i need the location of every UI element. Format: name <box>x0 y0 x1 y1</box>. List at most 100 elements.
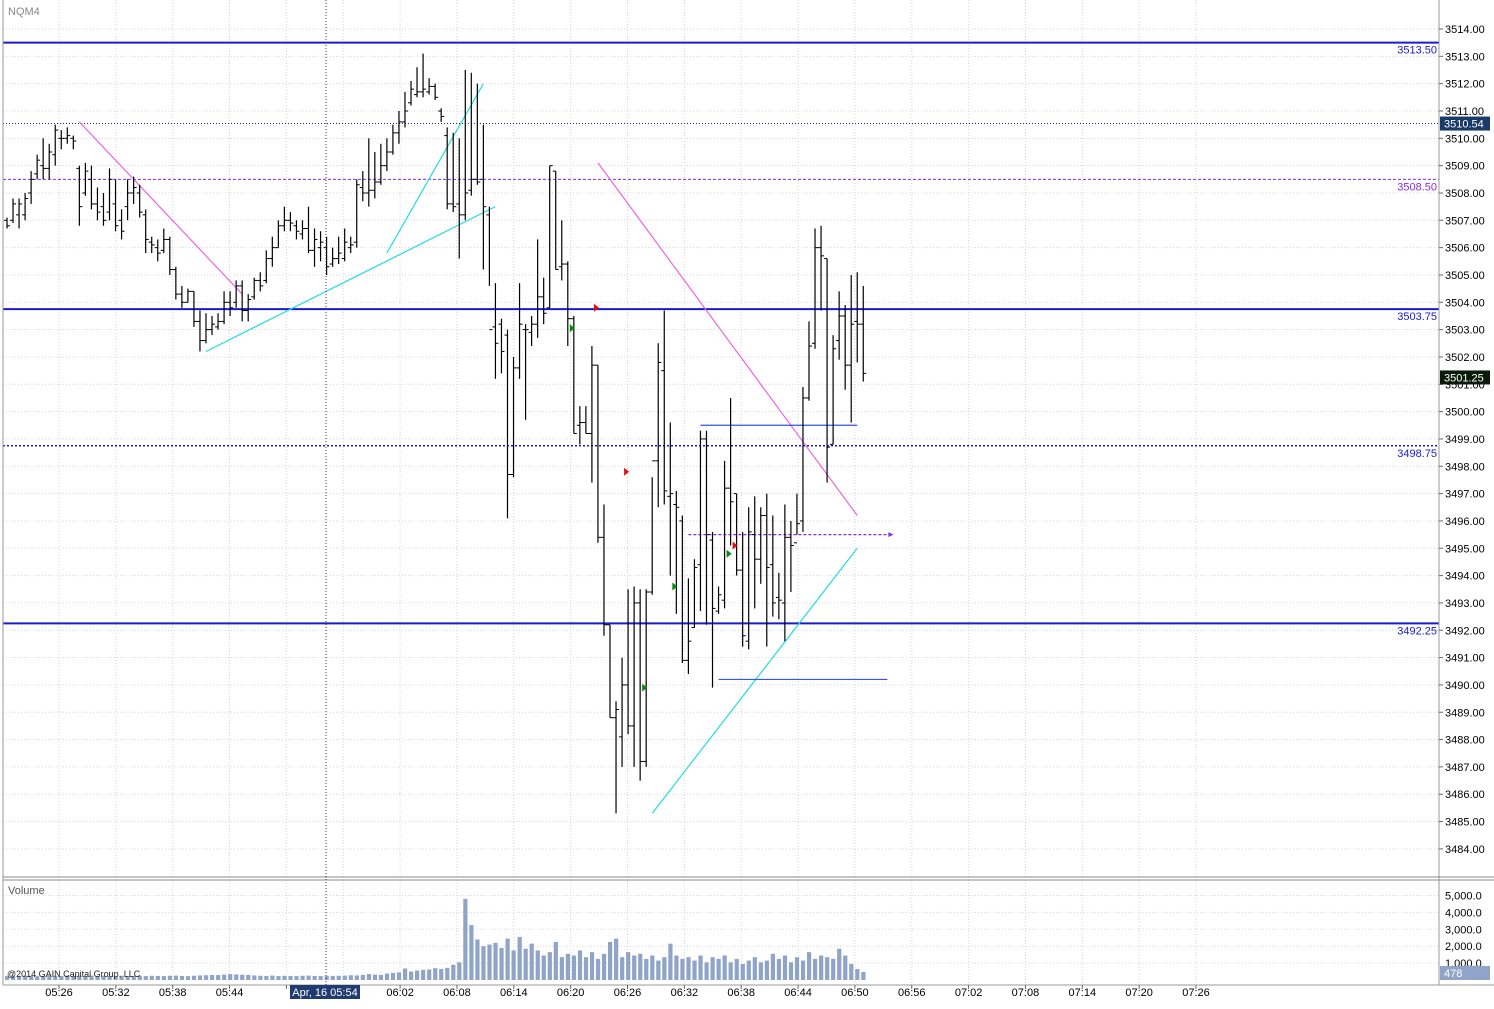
volume-bar <box>240 974 245 980</box>
volume-bar <box>330 975 335 980</box>
ohlc-bar <box>4 217 10 229</box>
price-line-labels: 3513.50 3510.54 3508.50 3503.75 3501.25 3498.… <box>1397 45 1490 637</box>
last-volume-label: 478 <box>1444 968 1462 980</box>
ohlc-bar <box>757 507 764 584</box>
ohlc-bar <box>685 578 692 674</box>
price-tick-label: 3493.00 <box>1445 598 1485 610</box>
ohlc-bar <box>329 247 336 267</box>
volume-bar <box>354 975 359 980</box>
volume-bar <box>125 976 130 980</box>
price-tick-label: 3507.00 <box>1445 215 1485 227</box>
volume-bar <box>372 974 378 980</box>
volume-bar <box>360 974 365 980</box>
ohlc-bar <box>239 280 246 322</box>
ohlc-bar <box>10 198 17 224</box>
ohlc-bar <box>540 277 547 325</box>
time-tick-label: 06:38 <box>727 987 755 999</box>
volume-bar <box>776 958 782 980</box>
ohlc-bar <box>715 586 722 614</box>
ohlc-bar <box>88 165 95 210</box>
ohlc-bar <box>552 170 559 271</box>
volume-bar <box>788 962 794 980</box>
volume-bar <box>29 975 34 980</box>
volume-bar <box>427 969 432 980</box>
ohlc-bar <box>432 83 439 101</box>
volume-bar <box>674 955 679 980</box>
crosshair-time-text: Apr, 16 05:54 <box>292 987 357 999</box>
trendline <box>386 83 484 254</box>
volume-bar <box>179 975 185 980</box>
price-line-label: 3492.25 <box>1397 625 1437 637</box>
time-axis[interactable]: 05:2605:3205:3805:4405:5606:0206:0806:14… <box>45 985 1210 999</box>
price-tick-label: 3504.00 <box>1445 297 1485 309</box>
volume-bar <box>620 957 625 980</box>
high-price-label: 3510.54 <box>1444 119 1484 131</box>
volume-bar <box>143 976 148 980</box>
volume-bar <box>493 942 498 980</box>
ohlc-bar <box>305 206 312 254</box>
volume-bar <box>632 955 637 980</box>
volume-bar <box>384 973 390 980</box>
volume-pane-title: Volume <box>8 885 45 897</box>
crosshair-time-label-box <box>290 985 360 999</box>
price-tick-label: 3488.00 <box>1445 735 1485 747</box>
ohlc-bar <box>317 231 324 262</box>
price-axis[interactable]: 3514.00 3513.00 3512.00 3511.00 3510.00 3509.… <box>1439 24 1485 856</box>
ohlc-bar <box>389 124 396 155</box>
time-tick-label: 05:38 <box>159 987 187 999</box>
ohlc-bar <box>721 460 728 609</box>
ohlc-bar <box>82 162 89 196</box>
ohlc-bar <box>215 313 222 330</box>
high-price-box <box>1440 116 1490 131</box>
volume-bar <box>813 958 818 980</box>
price-line-label: 3498.75 <box>1397 448 1437 460</box>
volume-bar <box>131 975 136 980</box>
ohlc-bar <box>733 493 740 576</box>
volume-bar <box>41 975 46 980</box>
ohlc-bar <box>643 589 650 767</box>
time-tick-label: 07:08 <box>1012 987 1040 999</box>
volume-bar <box>5 976 10 980</box>
volume-bar <box>463 898 468 980</box>
volume-bar <box>686 957 691 980</box>
volume-bar <box>390 972 396 980</box>
ohlc-bar <box>564 261 571 347</box>
volume-bar <box>197 975 203 980</box>
ohlc-bar <box>860 285 867 382</box>
price-tick-label: 3512.00 <box>1445 79 1485 91</box>
volume-bar <box>17 976 22 980</box>
volume-bar <box>746 960 751 980</box>
trade-signals <box>569 303 738 692</box>
sell-signal-marker <box>732 541 738 550</box>
ohlc-bar <box>100 192 107 226</box>
volume-bar <box>849 963 854 980</box>
ohlc-bar <box>805 321 812 401</box>
volume-bar <box>861 971 866 980</box>
volume-bar <box>571 955 577 980</box>
volume-bar <box>487 944 492 980</box>
time-tick-label: 05:26 <box>45 987 73 999</box>
volume-bar <box>366 974 371 980</box>
ohlc-bar <box>106 168 113 221</box>
trendline <box>205 206 496 353</box>
ohlc-bar <box>70 135 77 150</box>
ohlc-bar <box>830 335 837 445</box>
volume-bar <box>529 943 534 980</box>
ohlc-bar <box>546 165 553 309</box>
ohlc-bar <box>486 206 493 331</box>
volume-bar <box>47 975 52 980</box>
ohlc-bar <box>16 198 23 229</box>
volume-bar <box>119 975 124 980</box>
ohlc-bar <box>148 236 155 254</box>
ohlc-bar <box>450 132 457 213</box>
volume-bar <box>270 975 275 980</box>
volume-bar <box>758 962 763 980</box>
ohlc-bar <box>637 589 644 781</box>
ohlc-bar <box>793 493 800 544</box>
ohlc-bar <box>818 225 825 311</box>
volume-bar <box>650 955 655 980</box>
volume-bar <box>843 955 848 980</box>
ohlc-bar <box>371 151 378 199</box>
